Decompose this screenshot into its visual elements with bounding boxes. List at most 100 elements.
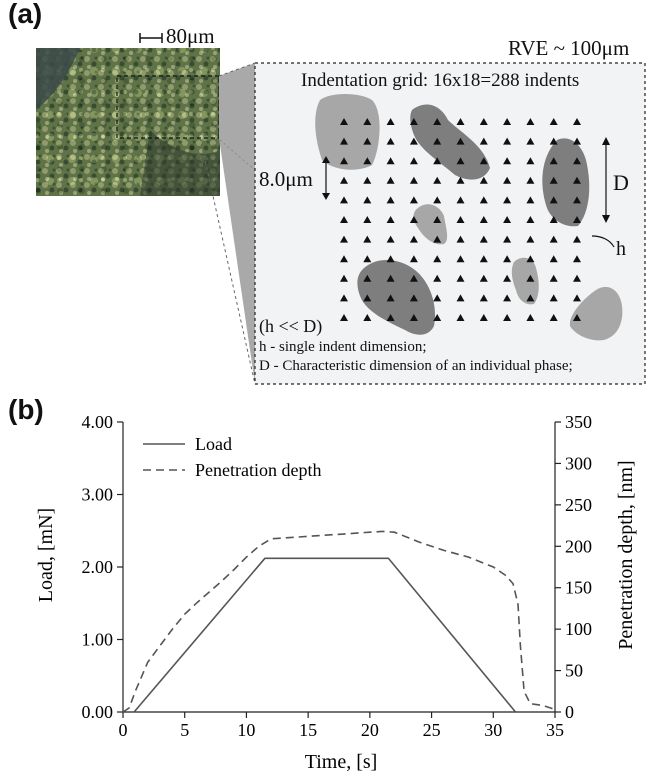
spacing-label: 8.0μm <box>259 167 313 191</box>
spacing-arrow <box>322 156 330 200</box>
scale-bar-label: 80μm <box>166 24 215 48</box>
indent-marker <box>503 235 512 243</box>
indent-marker <box>503 118 512 125</box>
y-left-tick-label: 3.00 <box>82 485 114 505</box>
indent-marker <box>363 118 372 125</box>
h-label: h <box>616 238 626 260</box>
indent-marker <box>479 274 488 282</box>
indent-marker <box>386 196 395 204</box>
indent-marker <box>386 235 395 243</box>
y-left-tick-label: 1.00 <box>82 630 114 650</box>
indent-marker <box>479 157 488 165</box>
indent-marker <box>549 118 558 125</box>
indent-marker <box>549 137 558 145</box>
indent-marker <box>386 157 395 165</box>
x-tick-label: 35 <box>546 720 564 740</box>
indent-marker <box>386 118 395 125</box>
indent-marker <box>409 255 418 263</box>
indent-marker <box>549 216 558 223</box>
indent-marker <box>573 196 581 204</box>
x-tick-label: 25 <box>423 720 441 740</box>
indent-marker <box>479 314 488 321</box>
y-left-tick-label: 4.00 <box>82 412 114 432</box>
indent-marker <box>363 294 372 302</box>
indent-marker <box>456 314 465 321</box>
chart-axes <box>122 422 556 713</box>
y-left-tick-label: 0.00 <box>82 702 114 722</box>
indent-marker <box>503 274 512 282</box>
indent-marker <box>386 176 395 184</box>
chart-series <box>122 530 556 713</box>
indent-marker <box>526 157 535 165</box>
x-axis-label: Time, [s] <box>305 751 378 773</box>
indent-marker <box>363 274 372 282</box>
indent-marker <box>363 137 372 145</box>
indent-marker <box>526 294 535 302</box>
y-right-tick-label: 0 <box>565 702 574 722</box>
indent-marker <box>340 157 348 165</box>
indent-marker <box>409 235 418 243</box>
indent-marker <box>503 157 512 165</box>
x-tick-label: 30 <box>484 720 502 740</box>
x-tick-label: 15 <box>299 720 317 740</box>
indent-marker <box>456 294 465 302</box>
relation-label: (h << D) <box>259 316 323 336</box>
y-left-tick-label: 2.00 <box>82 557 114 577</box>
panel-a-illustration <box>36 33 646 385</box>
legend-h-text: h - single indent dimension; <box>259 339 427 355</box>
indent-marker <box>409 216 418 223</box>
h-leader-line <box>591 235 615 248</box>
indent-marker <box>526 255 535 263</box>
indent-marker <box>503 255 512 263</box>
indent-marker <box>526 235 535 243</box>
scale-bar <box>139 33 163 43</box>
x-tick-label: 0 <box>119 720 128 740</box>
rve-label: RVE ~ 100μm <box>508 36 630 60</box>
indent-marker <box>340 255 348 263</box>
indent-marker <box>573 216 581 223</box>
indent-marker <box>479 294 488 302</box>
micrograph-image <box>36 48 220 196</box>
indent-marker <box>573 255 581 263</box>
indent-marker <box>549 176 558 184</box>
indent-marker <box>573 294 581 302</box>
legend-label: Penetration depth <box>195 460 321 480</box>
indent-marker <box>479 176 488 184</box>
chart-ticks: 0 5 10 15 20 25 30 35 0.00 1.00 2.00 3.00 4.00 0 50 100… <box>82 412 593 740</box>
x-tick-label: 10 <box>237 720 255 740</box>
indent-marker <box>386 216 395 223</box>
indent-marker <box>340 196 348 204</box>
indent-marker <box>409 274 418 282</box>
indent-marker <box>340 274 348 282</box>
indent-marker <box>456 157 465 165</box>
indent-marker <box>526 196 535 204</box>
indent-marker <box>363 196 372 204</box>
grid-title: Indentation grid: 16x18=288 indents <box>301 70 580 91</box>
indent-grid <box>340 118 581 321</box>
indent-marker <box>409 196 418 204</box>
legend-d-text: D - Characteristic dimension of an indiv… <box>259 358 573 374</box>
indent-marker <box>549 235 558 243</box>
indent-marker <box>433 216 442 223</box>
indent-marker <box>340 118 348 125</box>
indent-marker <box>433 235 442 243</box>
indent-marker <box>573 235 581 243</box>
indent-marker <box>526 137 535 145</box>
indent-marker <box>549 314 558 321</box>
indent-marker <box>433 137 442 145</box>
indent-marker <box>456 137 465 145</box>
indent-marker <box>363 314 372 321</box>
indent-marker <box>573 314 581 321</box>
x-tick-label: 20 <box>361 720 379 740</box>
chart-legend: Load Penetration depth <box>143 434 321 480</box>
indent-marker <box>340 137 348 145</box>
indent-marker <box>340 235 348 243</box>
y-right-tick-label: 50 <box>565 661 583 681</box>
indent-marker <box>573 176 581 184</box>
indent-marker <box>456 196 465 204</box>
indent-marker <box>526 314 535 321</box>
indent-marker <box>456 118 465 125</box>
indent-marker <box>573 274 581 282</box>
indent-marker <box>386 255 395 263</box>
indent-marker <box>549 294 558 302</box>
